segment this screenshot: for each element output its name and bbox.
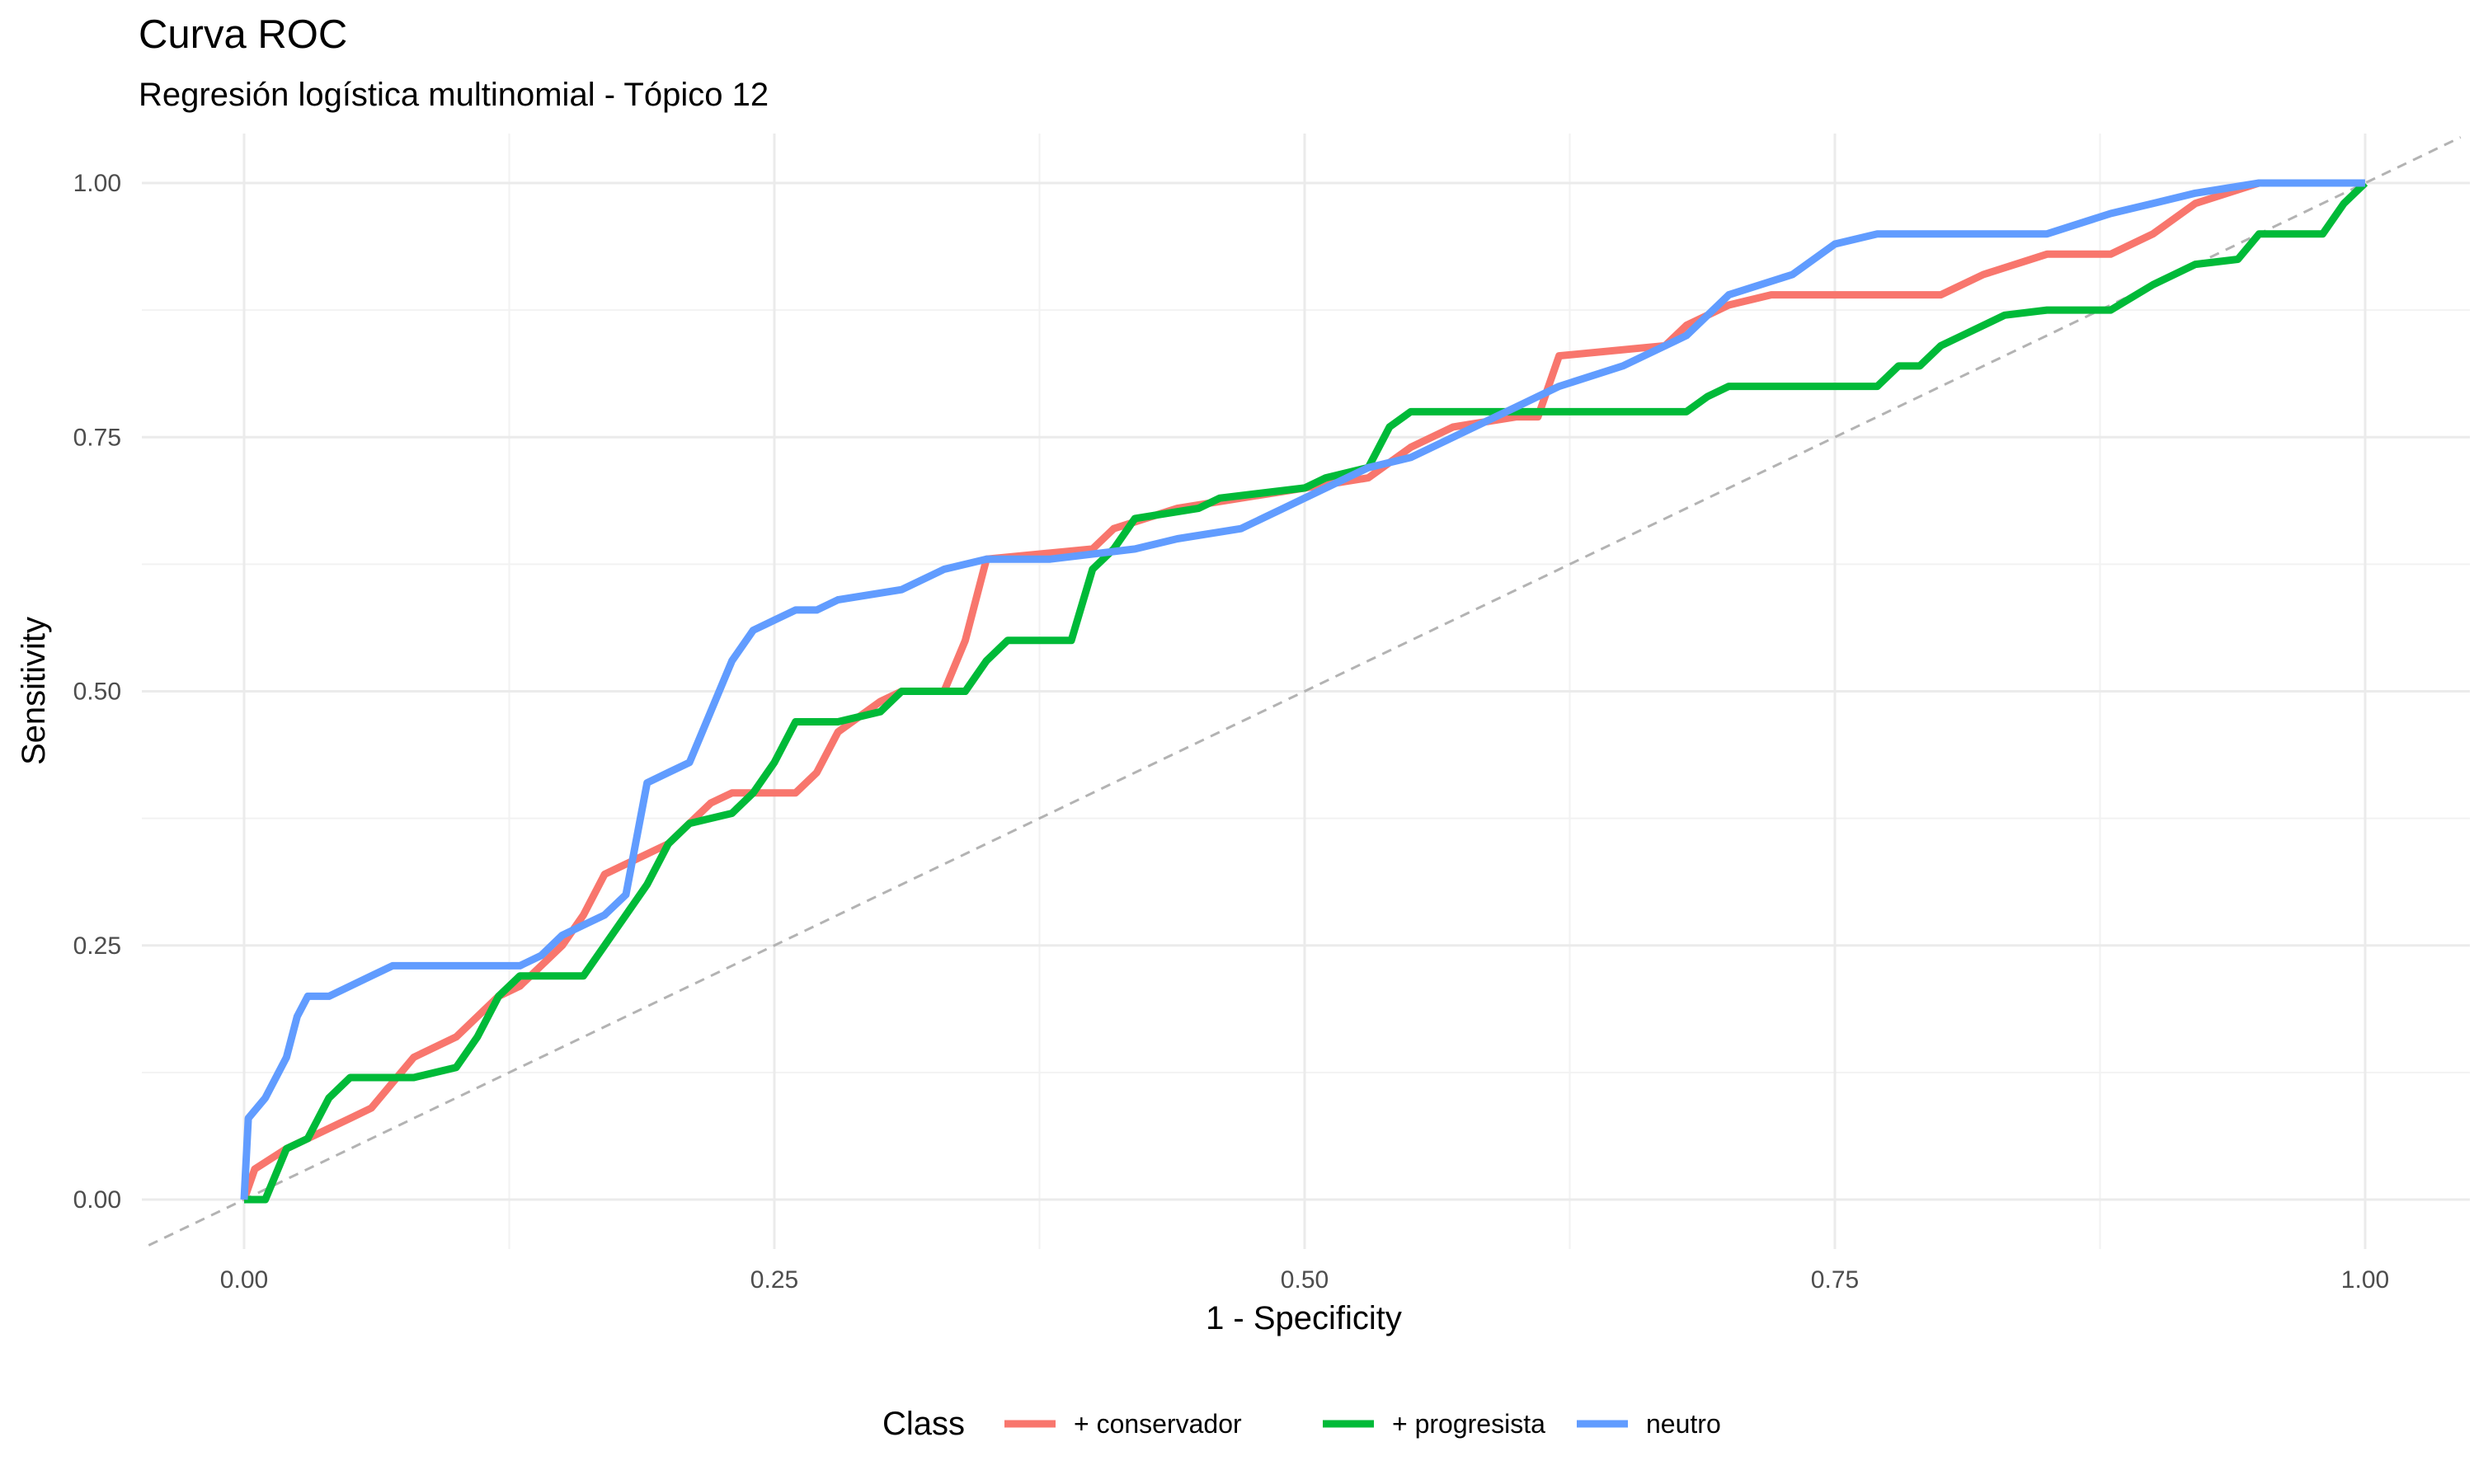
- y-tick-label: 0.25: [73, 932, 121, 960]
- y-tick-label: 1.00: [73, 170, 121, 197]
- x-tick-label: 0.75: [1811, 1266, 1859, 1294]
- y-tick-label: 0.50: [73, 679, 121, 706]
- legend-label-1: + progresista: [1392, 1409, 1545, 1439]
- x-axis-title: 1 - Specificity: [1206, 1300, 1402, 1336]
- chart-title: Curva ROC: [139, 12, 347, 57]
- roc-line-neutro: [240, 179, 2365, 1200]
- chart-subtitle: Regresión logística multinomial - Tópico…: [139, 77, 769, 113]
- reference-diagonal: [148, 136, 2462, 1247]
- legend-label-2: neutro: [1646, 1409, 1721, 1439]
- x-tick-label: 0.00: [220, 1266, 268, 1294]
- x-tick-label: 0.25: [750, 1266, 798, 1294]
- plot-area: 0.00 0.00 0.25 0.25 0.50 0.50 0.75 0.75 1.00 1.00: [73, 134, 2470, 1294]
- x-tick-label: 0.50: [1281, 1266, 1329, 1294]
- legend-title: Class: [882, 1406, 965, 1442]
- y-tick-label: 0.00: [73, 1186, 121, 1214]
- legend: Class + conservador + progresista neutro: [882, 1406, 1721, 1442]
- legend-label-0: + conservador: [1074, 1409, 1242, 1439]
- y-axis-title: Sensitivity: [16, 617, 52, 765]
- x-tick-label: 1.00: [2341, 1266, 2389, 1294]
- y-tick-label: 0.75: [73, 424, 121, 451]
- roc-line-progresista: [244, 180, 2368, 1204]
